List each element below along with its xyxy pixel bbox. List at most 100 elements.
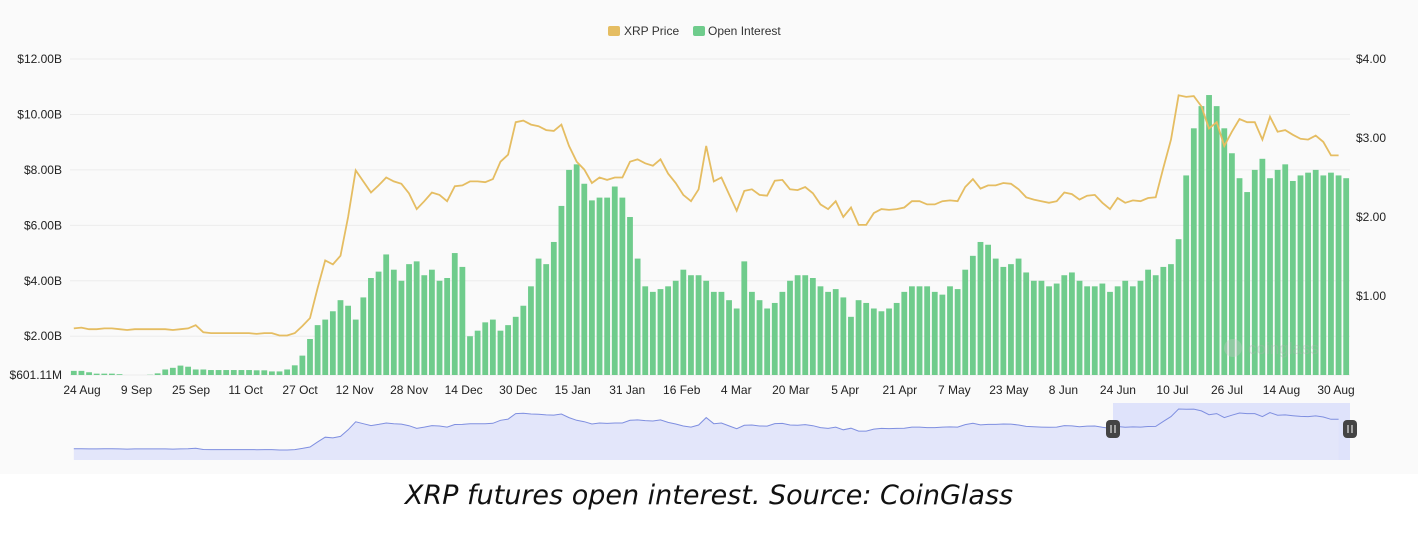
- open-interest-bar: [329, 311, 336, 375]
- open-interest-bar: [337, 300, 344, 375]
- open-interest-bar: [558, 205, 565, 375]
- legend[interactable]: XRP Price Open Interest: [608, 24, 781, 38]
- open-interest-bar: [512, 316, 519, 375]
- legend-label-price[interactable]: XRP Price: [624, 24, 679, 38]
- x-tick-label: 27 Oct: [282, 383, 318, 397]
- x-tick-label: 11 Oct: [228, 383, 263, 397]
- open-interest-bar: [474, 330, 481, 375]
- open-interest-bar: [787, 280, 793, 375]
- open-interest-bar: [703, 280, 710, 375]
- y-left-tick-label: $12.00B: [17, 52, 62, 66]
- open-interest-bar: [1267, 178, 1273, 375]
- open-interest-bar: [192, 369, 199, 375]
- legend-swatch-price: [608, 26, 620, 36]
- open-interest-bar: [162, 369, 169, 375]
- x-tick-label: 15 Jan: [555, 383, 591, 397]
- open-interest-bar: [939, 294, 946, 375]
- open-interest-bar: [688, 275, 694, 375]
- x-tick-label: 9 Sep: [121, 383, 153, 397]
- open-interest-bar: [352, 319, 359, 375]
- open-interest-bar: [451, 253, 458, 375]
- open-interest-bar: [101, 373, 108, 375]
- x-tick-label: 28 Nov: [390, 383, 428, 397]
- open-interest-bar: [543, 264, 550, 375]
- open-interest-bar: [825, 291, 831, 375]
- open-interest-bar: [1282, 164, 1289, 375]
- open-interest-bar: [726, 300, 732, 375]
- open-interest-bar: [368, 278, 374, 375]
- open-interest-bar: [1145, 269, 1151, 375]
- open-interest-bar: [208, 370, 214, 375]
- open-interest-bar: [200, 369, 207, 375]
- open-interest-bar: [497, 330, 504, 375]
- open-interest-bar: [611, 186, 618, 375]
- watermark-text: coinglass: [1248, 339, 1319, 358]
- open-interest-bar: [1236, 178, 1243, 375]
- open-interest-bar: [535, 258, 542, 375]
- x-tick-label: 21 Apr: [882, 383, 917, 397]
- open-interest-bar: [383, 254, 390, 375]
- open-interest-bar: [238, 370, 245, 375]
- open-interest-bar: [817, 286, 824, 375]
- open-interest-bar: [1015, 258, 1022, 375]
- open-interest-bar: [467, 336, 473, 375]
- open-interest-bar: [627, 217, 633, 375]
- open-interest-bar: [1099, 283, 1106, 375]
- open-interest-bar: [764, 308, 771, 375]
- open-interest-bar: [1297, 175, 1304, 375]
- open-interest-bar: [86, 372, 92, 375]
- open-interest-bar: [284, 369, 291, 375]
- open-interest-bar: [1168, 264, 1174, 375]
- open-interest-bar: [1305, 172, 1311, 375]
- x-tick-label: 31 Jan: [609, 383, 645, 397]
- open-interest-bar: [954, 289, 961, 375]
- open-interest-bar: [185, 366, 191, 375]
- open-interest-bar: [398, 280, 405, 375]
- open-interest-bar: [1008, 264, 1014, 375]
- open-interest-bar: [322, 319, 329, 375]
- x-tick-label: 8 Jun: [1049, 383, 1078, 397]
- open-interest-bar: [962, 269, 969, 375]
- open-interest-bar: [1229, 153, 1235, 375]
- open-interest-bar: [1259, 158, 1266, 375]
- open-interest-bar: [1114, 286, 1121, 375]
- open-interest-bar: [1198, 106, 1205, 376]
- navigator-line: [73, 408, 1339, 451]
- open-interest-bar: [1038, 280, 1045, 375]
- y-left-tick-label: $601.11M: [10, 368, 62, 382]
- open-interest-bar: [749, 291, 755, 375]
- legend-label-oi[interactable]: Open Interest: [708, 24, 781, 38]
- open-interest-bar: [1129, 286, 1136, 375]
- open-interest-bar: [1091, 286, 1098, 375]
- open-interest-bar: [261, 370, 268, 375]
- open-interest-bar: [695, 275, 702, 375]
- open-interest-bar: [756, 300, 763, 375]
- open-interest-bar: [1175, 239, 1182, 375]
- open-interest-bar: [977, 241, 984, 375]
- open-interest-bar: [230, 370, 237, 375]
- range-navigator[interactable]: [70, 403, 1357, 460]
- x-tick-label: 30 Dec: [499, 383, 537, 397]
- open-interest-bar: [1061, 275, 1068, 375]
- open-interest-bar: [901, 291, 908, 375]
- open-interest-bar: [1312, 169, 1319, 375]
- x-tick-label: 20 Mar: [772, 383, 809, 397]
- navigator-handle-right[interactable]: [1343, 420, 1357, 438]
- open-interest-bar: [109, 373, 115, 375]
- open-interest-bar: [1023, 272, 1030, 375]
- open-interest-bar: [916, 286, 923, 375]
- x-tick-label: 24 Aug: [63, 383, 100, 397]
- open-interest-bar: [718, 291, 725, 375]
- open-interest-bar: [291, 365, 298, 375]
- open-interest-bar: [589, 200, 595, 375]
- y-left-tick-label: $4.00B: [24, 274, 62, 288]
- navigator-handle-left[interactable]: [1106, 420, 1120, 438]
- y-right-tick-label: $3.00: [1356, 131, 1386, 145]
- open-interest-bar: [878, 311, 885, 375]
- x-tick-label: 14 Aug: [1263, 383, 1300, 397]
- open-interest-bar: [832, 289, 839, 375]
- figure-caption: XRP futures open interest. Source: CoinG…: [404, 480, 1014, 511]
- open-interest-bar: [1000, 266, 1007, 375]
- y-right-axis: $4.00 $3.00 $2.00 $1.00: [1356, 52, 1386, 303]
- open-interest-bar: [1320, 175, 1327, 375]
